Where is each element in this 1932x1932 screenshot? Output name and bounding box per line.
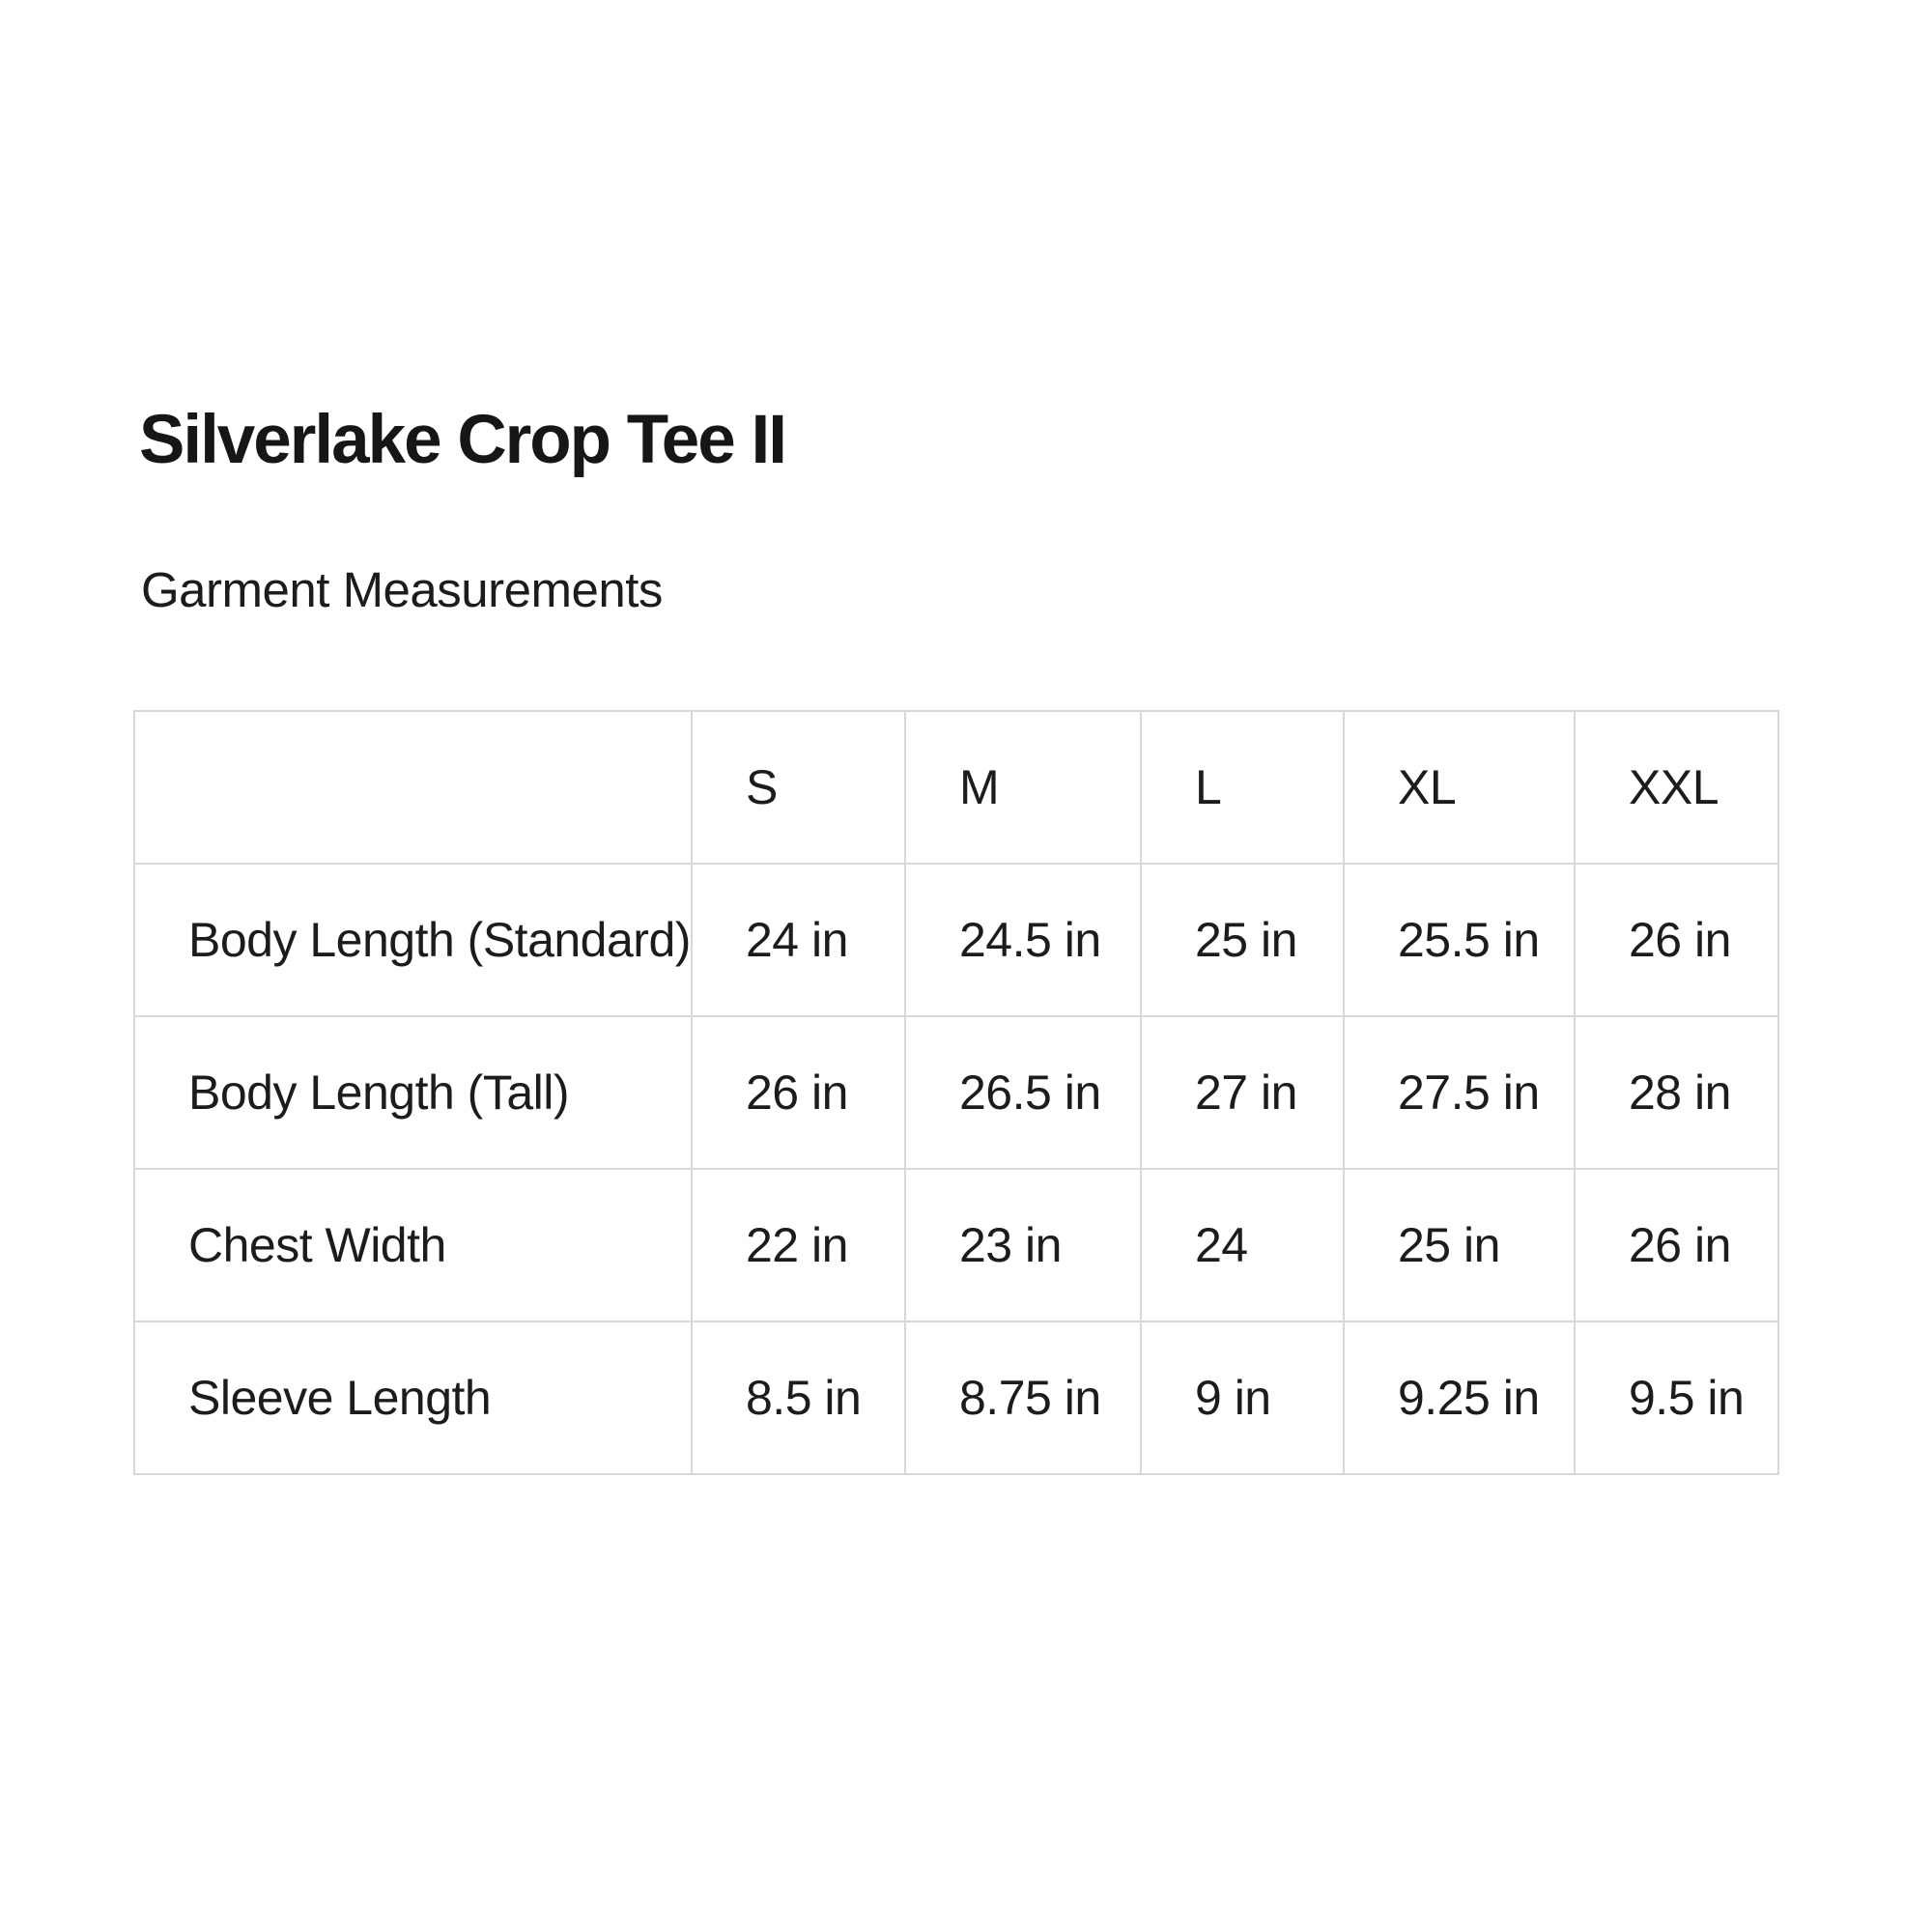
measurement-cell: 28 in: [1574, 1015, 1779, 1170]
measurement-cell: 8.75 in: [904, 1321, 1142, 1475]
measurement-cell: 23 in: [904, 1168, 1142, 1322]
measurement-cell: 9.5 in: [1574, 1321, 1779, 1475]
size-column-header-s: S: [691, 710, 906, 865]
size-column-header-xl: XL: [1343, 710, 1576, 865]
measurement-cell: 27.5 in: [1343, 1015, 1576, 1170]
measurement-cell: 26 in: [1574, 1168, 1779, 1322]
table-row: Body Length (Standard) 24 in 24.5 in 25 in 2…: [133, 863, 1779, 1017]
row-label: Body Length (Tall): [133, 1015, 693, 1170]
section-title: Garment Measurements: [141, 562, 663, 617]
size-column-header-m: M: [904, 710, 1142, 865]
measurement-cell: 9 in: [1140, 1321, 1345, 1475]
row-label: Body Length (Standard): [133, 863, 693, 1017]
page-title: Silverlake Crop Tee II: [139, 402, 787, 478]
measurement-cell: 22 in: [691, 1168, 906, 1322]
measurement-cell: 25 in: [1343, 1168, 1576, 1322]
measurement-cell: 26.5 in: [904, 1015, 1142, 1170]
measurement-cell: 25 in: [1140, 863, 1345, 1017]
measurement-cell: 24: [1140, 1168, 1345, 1322]
corner-cell: [133, 710, 693, 865]
size-header-row: S M L XL XXL: [133, 710, 1779, 865]
table-row: Chest Width 22 in 23 in 24 25 in 26 in: [133, 1168, 1779, 1322]
measurement-cell: 24 in: [691, 863, 906, 1017]
measurement-cell: 9.25 in: [1343, 1321, 1576, 1475]
measurement-cell: 26 in: [691, 1015, 906, 1170]
table-row: Body Length (Tall) 26 in 26.5 in 27 in 27.5 …: [133, 1015, 1779, 1170]
size-column-header-l: L: [1140, 710, 1345, 865]
row-label: Sleeve Length: [133, 1321, 693, 1475]
measurement-cell: 24.5 in: [904, 863, 1142, 1017]
measurement-cell: 27 in: [1140, 1015, 1345, 1170]
measurements-table: S M L XL XXL Body Length (Standard) 24 in 24.5…: [133, 710, 1779, 1475]
row-label: Chest Width: [133, 1168, 693, 1322]
measurement-cell: 25.5 in: [1343, 863, 1576, 1017]
size-column-header-xxl: XXL: [1574, 710, 1779, 865]
measurement-cell: 8.5 in: [691, 1321, 906, 1475]
measurement-cell: 26 in: [1574, 863, 1779, 1017]
table-row: Sleeve Length 8.5 in 8.75 in 9 in 9.25 in 9.5…: [133, 1321, 1779, 1475]
